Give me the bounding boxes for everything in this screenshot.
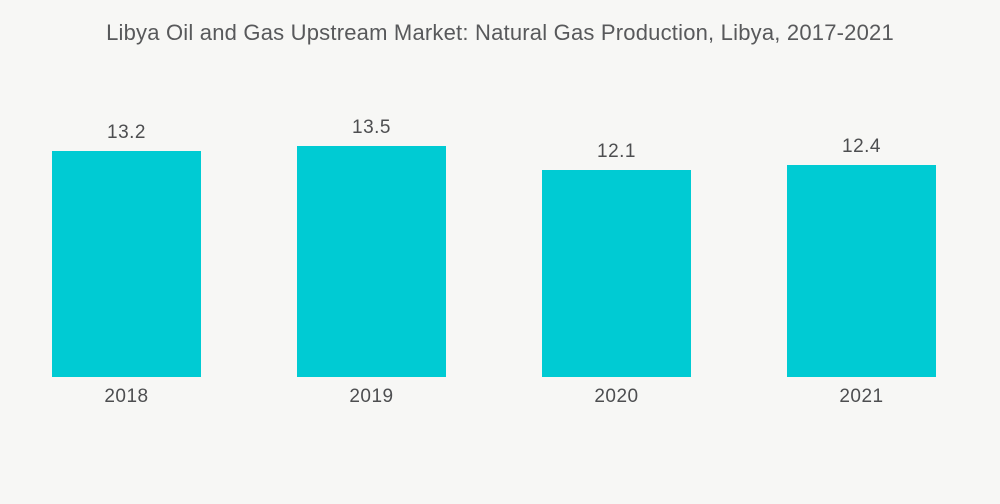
bar-value-label: 13.5 [352, 117, 391, 138]
bar [787, 165, 936, 377]
x-axis: 2018 2019 2020 2021 [52, 386, 936, 408]
x-axis-label: 2019 [349, 386, 394, 407]
bar [542, 170, 691, 377]
x-axis-label: 2020 [594, 386, 639, 407]
bar-value-label: 12.4 [842, 136, 881, 157]
bar [52, 151, 201, 377]
x-axis-label: 2018 [104, 386, 149, 407]
bar [297, 146, 446, 377]
chart-title: Libya Oil and Gas Upstream Market: Natur… [106, 20, 894, 45]
plot-area: 13.2 13.5 12.1 12.4 [52, 0, 936, 377]
bar-value-label: 12.1 [597, 141, 636, 162]
bar-group: 13.2 [52, 122, 201, 377]
bar-value-label: 13.2 [107, 122, 146, 143]
x-axis-label: 2021 [839, 386, 884, 407]
bar-group: 12.1 [542, 141, 691, 377]
bar-group: 12.4 [787, 136, 936, 377]
bar-group: 13.5 [297, 117, 446, 377]
